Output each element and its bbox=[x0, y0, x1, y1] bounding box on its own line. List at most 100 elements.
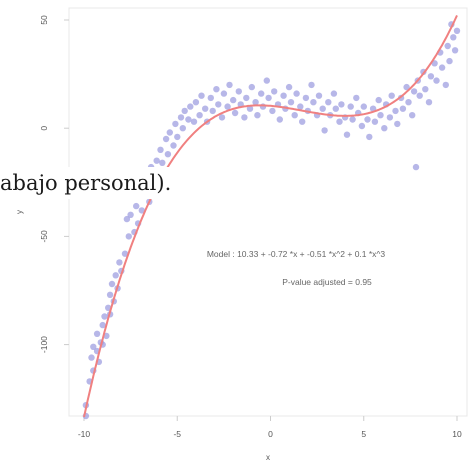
data-point bbox=[446, 57, 453, 65]
data-point bbox=[280, 92, 287, 99]
data-point bbox=[343, 131, 351, 138]
plot-area-frame bbox=[68, 7, 468, 417]
data-point bbox=[231, 109, 239, 117]
data-point bbox=[121, 250, 129, 257]
data-point bbox=[366, 133, 373, 141]
data-point bbox=[259, 103, 267, 110]
x-tick-label: -10 bbox=[78, 429, 91, 439]
data-point bbox=[181, 107, 188, 115]
y-tick-label: -100 bbox=[39, 336, 49, 353]
data-point bbox=[405, 99, 412, 106]
data-point bbox=[196, 112, 203, 119]
data-point bbox=[308, 81, 315, 89]
data-point bbox=[297, 103, 304, 110]
data-point bbox=[153, 157, 160, 164]
overlay-caption-text: abajo personal). bbox=[0, 167, 176, 199]
data-point bbox=[392, 107, 399, 115]
data-point bbox=[450, 34, 457, 41]
data-point bbox=[299, 118, 306, 125]
model-annotation: Model : 10.33 + -0.72 *x + -0.51 *x^2 + … bbox=[207, 249, 386, 259]
data-point bbox=[453, 27, 461, 34]
data-point bbox=[310, 99, 317, 106]
data-point bbox=[127, 211, 134, 218]
data-point bbox=[162, 135, 170, 143]
y-axis-label: y bbox=[15, 210, 24, 214]
data-point bbox=[209, 107, 216, 115]
data-point bbox=[315, 92, 323, 99]
data-point bbox=[444, 42, 451, 50]
data-point bbox=[172, 120, 179, 128]
data-point bbox=[101, 313, 108, 320]
data-point bbox=[347, 103, 354, 110]
data-point bbox=[138, 207, 145, 214]
data-point bbox=[166, 129, 173, 136]
data-point bbox=[425, 99, 433, 106]
data-point bbox=[224, 103, 231, 110]
data-point bbox=[371, 118, 379, 125]
data-point bbox=[177, 114, 185, 121]
data-point bbox=[108, 280, 116, 288]
data-point bbox=[185, 116, 192, 123]
data-point bbox=[349, 116, 356, 123]
data-point bbox=[202, 105, 209, 112]
data-point bbox=[285, 83, 293, 91]
data-point bbox=[388, 92, 395, 99]
data-point bbox=[412, 163, 420, 171]
data-point bbox=[198, 92, 205, 99]
data-point bbox=[123, 215, 131, 223]
data-point bbox=[207, 94, 214, 102]
data-point bbox=[157, 146, 164, 153]
data-point bbox=[416, 92, 423, 99]
y-tick-label: 0 bbox=[39, 126, 49, 131]
data-point bbox=[381, 125, 388, 132]
data-point bbox=[394, 120, 401, 128]
data-point bbox=[442, 81, 449, 89]
y-tick-label: -50 bbox=[39, 230, 49, 243]
data-point bbox=[159, 159, 166, 166]
data-point bbox=[187, 103, 194, 110]
data-point bbox=[243, 94, 250, 102]
data-point bbox=[125, 233, 132, 240]
data-point bbox=[321, 127, 328, 134]
data-point bbox=[360, 103, 367, 110]
x-tick-label: 0 bbox=[268, 429, 273, 439]
data-point bbox=[422, 86, 429, 93]
data-point bbox=[403, 83, 410, 91]
data-point bbox=[386, 114, 394, 121]
data-point bbox=[248, 83, 255, 91]
data-point bbox=[330, 90, 338, 97]
data-point bbox=[241, 114, 248, 121]
data-point bbox=[164, 151, 172, 158]
data-point bbox=[258, 90, 265, 97]
data-point bbox=[215, 101, 222, 108]
data-point bbox=[338, 101, 345, 108]
data-point bbox=[265, 94, 272, 102]
data-point bbox=[235, 88, 242, 95]
x-tick-label: -5 bbox=[173, 429, 181, 439]
data-point bbox=[353, 94, 360, 102]
data-point bbox=[302, 94, 310, 102]
data-point bbox=[190, 118, 198, 125]
data-point bbox=[293, 90, 300, 97]
data-point bbox=[116, 259, 123, 266]
data-point bbox=[218, 114, 226, 121]
data-point bbox=[106, 291, 114, 298]
data-point bbox=[252, 99, 259, 106]
data-point bbox=[377, 112, 384, 119]
data-point bbox=[427, 73, 435, 80]
data-point bbox=[93, 330, 101, 337]
data-point bbox=[433, 77, 440, 84]
pvalue-annotation: P-value adjusted = 0.95 bbox=[282, 277, 372, 287]
data-point bbox=[271, 88, 278, 95]
data-point bbox=[246, 105, 254, 112]
data-point bbox=[179, 125, 186, 132]
data-point bbox=[287, 99, 295, 106]
data-point bbox=[220, 90, 228, 97]
data-point bbox=[451, 47, 459, 54]
y-tick-label: 50 bbox=[39, 15, 49, 25]
x-tick-label: 10 bbox=[452, 429, 462, 439]
fit-curve bbox=[83, 14, 458, 418]
data-point bbox=[192, 99, 200, 106]
